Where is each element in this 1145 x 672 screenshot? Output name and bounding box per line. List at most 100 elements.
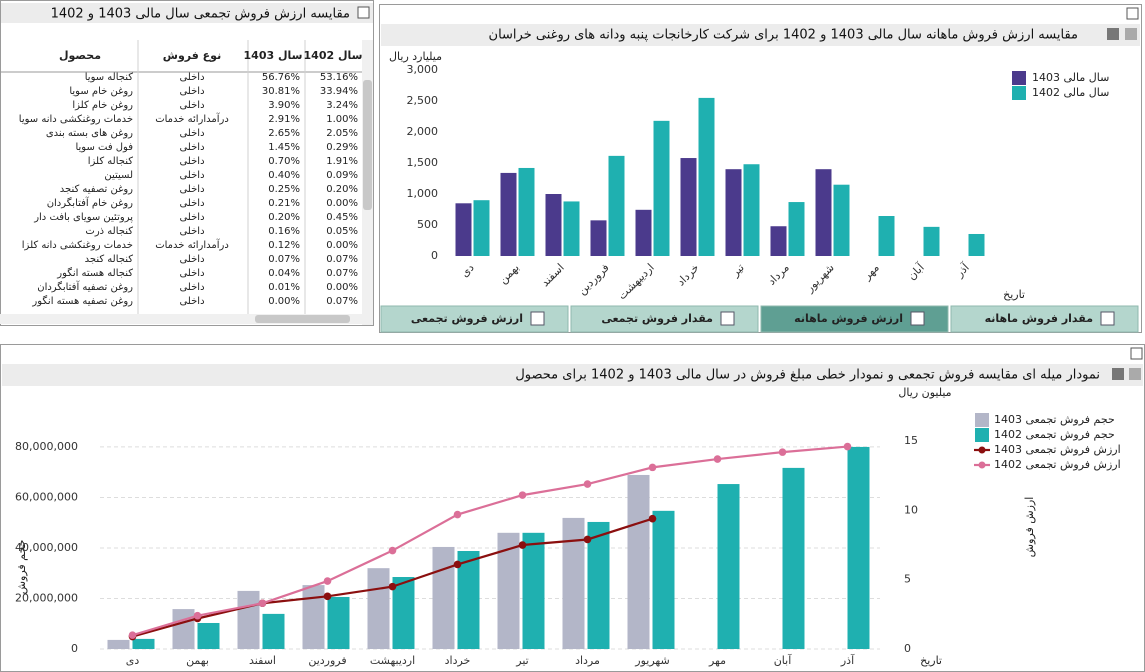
table: محصول نوع فروش سال 1403 سال 1402 کنجاله سویا… (19, 40, 362, 314)
sale-type-cell: درآمدارائه خدمات (155, 112, 229, 125)
share-cell: 0.09% (326, 170, 358, 181)
product-cell: روغن های بسته بندی (46, 128, 133, 139)
product-cell: کنجاله هسته انگور (56, 267, 133, 279)
product-cell: کنجاله سویا (85, 72, 133, 83)
bar (717, 484, 740, 649)
bar (497, 532, 520, 649)
export-icon[interactable] (1125, 28, 1137, 40)
tab-icon[interactable] (720, 311, 735, 326)
legend-label: ارزش فروش تجمعی 1402 (994, 458, 1121, 471)
y-tick-label: 1,000 (407, 187, 439, 200)
x-tick-label: اردیبهشت (370, 654, 415, 667)
x-tick-label: فروردین (308, 654, 346, 667)
tab-label[interactable]: مقدار فروش تجمعی (601, 312, 713, 325)
export-icon[interactable] (1129, 368, 1141, 380)
chart-panel (379, 4, 1142, 333)
h-scrollbar[interactable] (0, 314, 362, 324)
bar (878, 216, 895, 256)
bar (788, 202, 805, 256)
x-tick-label: مهر (708, 654, 726, 667)
share-cell: 2.05% (326, 128, 358, 139)
y2-tick-label: 0 (904, 642, 911, 655)
chart-title: مقایسه ارزش فروش ماهانه سال مالی 1403 و … (489, 28, 1078, 43)
maximize-icon[interactable] (357, 6, 370, 19)
table-header-bar (1, 3, 373, 23)
product-cell: لسیتین (104, 170, 133, 181)
scroll-thumb[interactable] (363, 80, 372, 210)
point (453, 510, 462, 519)
y2-axis-unit: میلیون ریال (898, 386, 951, 399)
y-tick-label: 3,000 (407, 63, 439, 76)
sale-type-cell: داخلی (179, 184, 204, 195)
bar (782, 467, 805, 649)
bar (518, 167, 535, 256)
bar (327, 596, 350, 649)
tab-icon[interactable] (530, 311, 545, 326)
share-cell: 0.00% (326, 282, 358, 293)
column-header: نوع فروش (163, 49, 221, 62)
bar (367, 568, 390, 649)
y-tick-label: 40,000,000 (15, 541, 78, 554)
point (453, 560, 462, 569)
legend-label: ارزش فروش تجمعی 1403 (994, 443, 1121, 456)
share-cell: 0.25% (268, 184, 300, 195)
sale-type-cell: داخلی (179, 268, 204, 279)
bar (635, 209, 652, 256)
product-cell: خدمات روغنکشی دانه سویا (19, 114, 133, 125)
point (193, 611, 202, 620)
share-cell: 33.94% (320, 86, 358, 97)
point (648, 463, 657, 472)
column-header: سال 1403 (244, 49, 303, 62)
share-cell: 0.07% (326, 296, 358, 307)
sale-type-cell: درآمدارائه خدمات (155, 238, 229, 251)
point (388, 546, 397, 555)
x-tick-label: اسفند (249, 654, 276, 667)
bar (455, 203, 472, 256)
bar (500, 172, 517, 256)
bar (132, 638, 155, 649)
column-header: محصول (59, 49, 101, 62)
sale-type-cell: داخلی (179, 86, 204, 97)
product-cell: خدمات روغنکشی دانه کلزا (22, 240, 133, 251)
h-scroll-thumb[interactable] (255, 315, 350, 323)
share-cell: 0.01% (268, 282, 300, 293)
bar (833, 184, 850, 256)
y-tick-label: 2,000 (407, 125, 439, 138)
sale-type-cell: داخلی (179, 100, 204, 111)
sale-type-cell: داخلی (179, 296, 204, 307)
tab-label[interactable]: مقدار فروش ماهانه (985, 312, 1093, 325)
legend-label: حجم فروش تجمعی 1402 (994, 428, 1115, 441)
point (388, 582, 397, 591)
sale-type-cell: داخلی (179, 226, 204, 237)
tab-icon[interactable] (910, 311, 925, 326)
chart-header-bar (381, 24, 1140, 46)
legend-swatch (975, 413, 989, 427)
table-title: مقایسه ارزش فروش تجمعی سال مالی 1403 و 1… (51, 7, 350, 22)
x-tick-label: آذر (840, 653, 855, 667)
maximize-icon[interactable] (1126, 7, 1139, 20)
bar (968, 233, 985, 256)
product-cell: فول فت سویا (75, 142, 133, 153)
tab-label[interactable]: ارزش فروش ماهانه (794, 312, 903, 325)
bar (587, 521, 610, 649)
print-icon[interactable] (1107, 28, 1119, 40)
sale-type-cell: داخلی (179, 282, 204, 293)
print-icon[interactable] (1112, 368, 1124, 380)
bar (545, 194, 562, 256)
product-cell: روغن خام کلزا (72, 100, 133, 111)
point (583, 480, 592, 488)
y-tick-label: 500 (417, 218, 438, 231)
y-axis-title: حجم فروش (15, 540, 28, 595)
share-cell: 0.00% (326, 198, 358, 209)
x-axis-title: تاریخ (1003, 288, 1025, 301)
point (258, 599, 267, 608)
point (778, 448, 787, 456)
share-cell: 0.70% (268, 156, 300, 167)
bar (107, 639, 130, 649)
tab-icon[interactable] (1100, 311, 1115, 326)
maximize-icon[interactable] (1130, 347, 1143, 360)
bar (392, 577, 415, 649)
product-cell: روغن تصفیه هسته انگور (31, 295, 133, 307)
tab-label[interactable]: ارزش فروش تجمعی (411, 312, 523, 325)
